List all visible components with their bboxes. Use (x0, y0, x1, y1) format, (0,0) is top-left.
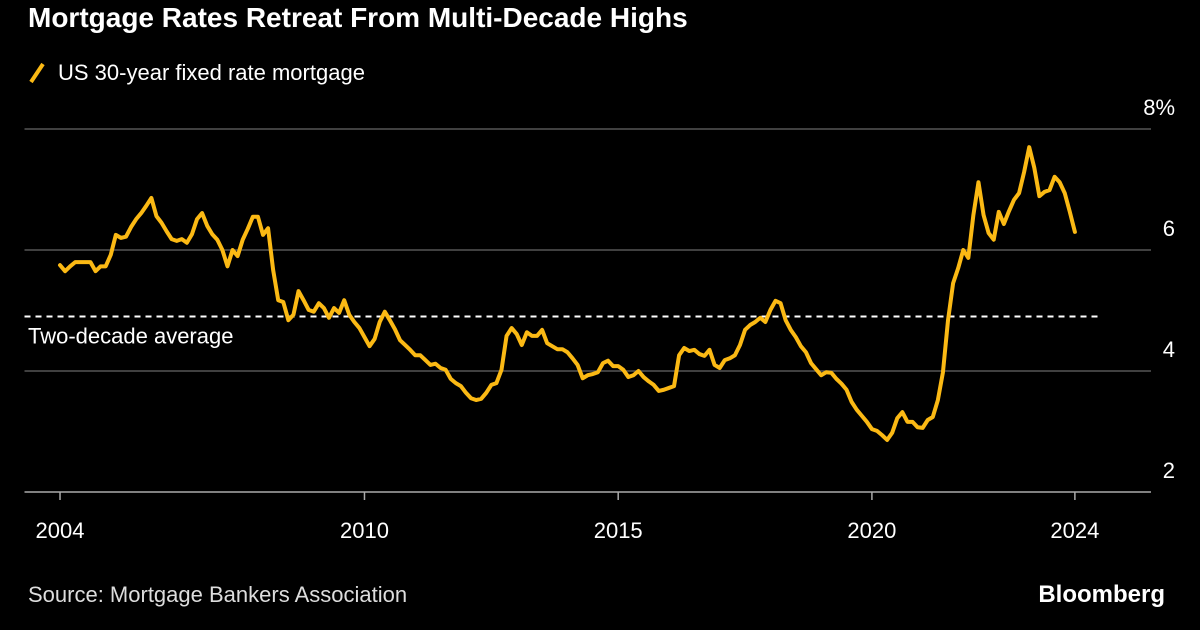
series-line (58, 145, 1077, 442)
y-tick-label: 4 (1163, 337, 1175, 362)
x-tick-label: 2024 (1050, 518, 1099, 543)
x-tick-label: 2020 (847, 518, 896, 543)
source: Source: Mortgage Bankers Association (28, 582, 407, 607)
x-tick-label: 2015 (594, 518, 643, 543)
legend-swatch (29, 62, 45, 84)
average-label: Two-decade average (28, 324, 233, 349)
y-tick-label: 6 (1163, 216, 1175, 241)
legend-label: US 30-year fixed rate mortgage (58, 60, 365, 85)
brand: Bloomberg (1038, 581, 1165, 608)
x-tick-label: 2010 (340, 518, 389, 543)
chart-title: Mortgage Rates Retreat From Multi-Decade… (28, 2, 688, 33)
y-tick-label: 8% (1143, 95, 1175, 120)
x-tick-label: 2004 (36, 518, 85, 543)
y-tick-label: 2 (1163, 458, 1175, 483)
